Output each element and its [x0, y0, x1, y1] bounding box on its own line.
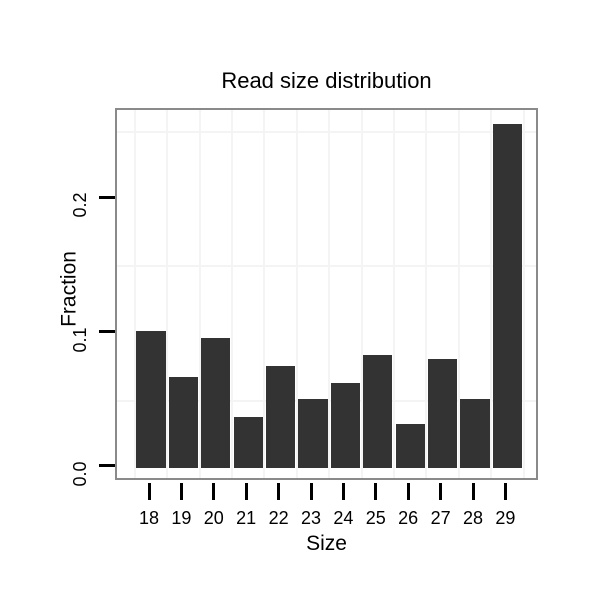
x-tick-mark [244, 483, 248, 500]
x-tick-mark [277, 483, 281, 500]
x-tick-label: 23 [300, 508, 322, 528]
x-tick-mark [341, 483, 345, 500]
x-tick-mark [471, 483, 475, 500]
y-tick-label: 0.2 [70, 192, 90, 218]
chart-title: Read size distribution [221, 68, 432, 93]
vertical-gridline [295, 110, 298, 478]
x-tick-mark [439, 483, 443, 500]
bar-18 [136, 330, 166, 468]
bar-22 [265, 365, 296, 468]
x-tick-mark [309, 483, 313, 500]
bar-27 [427, 359, 458, 468]
vertical-gridline [360, 110, 363, 478]
x-axis-title: Size [306, 532, 347, 555]
x-tick-label: 19 [171, 508, 192, 528]
x-tick-mark [503, 483, 507, 500]
x-tick-label: 18 [138, 508, 160, 528]
bar-21 [233, 416, 263, 468]
horizontal-gridline [117, 265, 536, 268]
vertical-gridline [522, 110, 525, 478]
y-tick-mark [99, 464, 115, 468]
vertical-gridline [490, 110, 493, 478]
bar-26 [395, 423, 425, 468]
x-tick-label: 20 [203, 508, 224, 528]
vertical-gridline [133, 110, 136, 478]
y-tick-label: 0.0 [70, 461, 90, 487]
x-tick-mark [212, 483, 216, 500]
vertical-gridline [393, 110, 395, 478]
bar-25 [363, 355, 393, 468]
y-axis-title: Fraction [57, 251, 81, 327]
x-tick-label: 21 [236, 508, 257, 528]
bar-24 [330, 383, 361, 468]
x-tick-label: 22 [268, 508, 289, 528]
x-tick-label: 26 [398, 508, 419, 528]
y-tick-mark [99, 330, 115, 334]
vertical-gridline [425, 110, 428, 478]
bar-29 [492, 124, 523, 468]
x-tick-mark [374, 483, 378, 500]
x-tick-mark [179, 483, 183, 500]
x-tick-label: 28 [462, 508, 484, 528]
x-tick-label: 25 [365, 508, 386, 528]
bar-28 [460, 399, 490, 468]
vertical-gridline [166, 110, 169, 478]
horizontal-gridline [117, 131, 536, 134]
x-tick-label: 27 [430, 508, 451, 528]
x-tick-mark [406, 483, 410, 500]
x-tick-label: 29 [495, 508, 516, 528]
vertical-gridline [198, 110, 201, 478]
vertical-gridline [263, 110, 266, 478]
plot-area [115, 108, 538, 480]
x-tick-mark [147, 483, 151, 500]
bar-20 [201, 337, 231, 468]
bar-23 [298, 399, 328, 468]
vertical-gridline [231, 110, 233, 478]
y-tick-mark [99, 195, 115, 199]
y-tick-label: 0.1 [70, 327, 90, 353]
x-tick-label: 24 [333, 508, 354, 528]
vertical-gridline [328, 110, 331, 478]
bar-19 [168, 376, 199, 468]
vertical-gridline [457, 110, 460, 478]
